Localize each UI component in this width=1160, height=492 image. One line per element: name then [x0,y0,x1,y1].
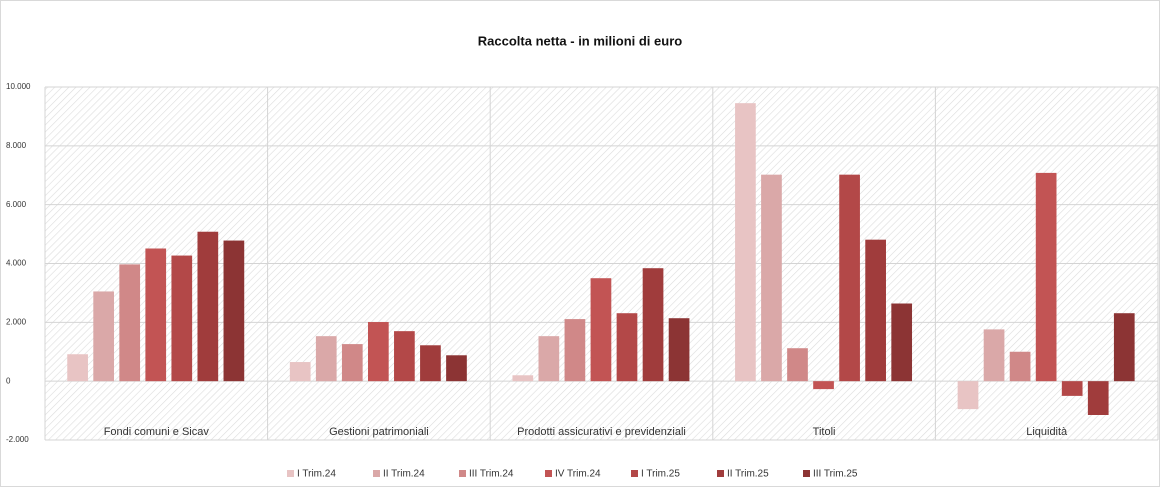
bar [891,303,913,382]
bar [341,344,363,382]
bar [171,255,193,382]
bar [839,174,860,382]
bar [446,355,467,382]
bar [394,331,415,382]
legend-label: I Trim.25 [641,469,680,480]
bar [616,313,638,382]
bar [813,381,834,390]
bar [538,336,560,382]
bar [1113,313,1135,382]
legend-label: III Trim.24 [469,469,514,480]
bar [367,322,389,382]
bar [787,348,808,382]
bar [983,329,1005,382]
bar [67,354,88,382]
bar [1035,172,1057,382]
bar [865,239,886,382]
bar [93,291,115,382]
bar [1061,381,1083,396]
legend-swatch [373,470,380,477]
bar [564,319,586,382]
x-tick-label: Prodotti assicurativi e previdenziali [517,426,686,438]
bar [315,336,337,382]
y-tick-label: 6.000 [6,200,27,209]
bar [1009,351,1031,382]
chart-title: Raccolta netta - in milioni di euro [478,33,682,48]
y-tick-label: 8.000 [6,141,27,150]
bar [223,240,245,382]
legend-swatch [803,470,810,477]
y-tick-label: 4.000 [6,259,27,268]
x-tick-label: Titoli [813,426,836,438]
legend-label: II Trim.25 [727,469,769,480]
legend-swatch [631,470,638,477]
bar [642,268,664,382]
bar [119,264,141,382]
y-tick-label: 10.000 [6,82,31,91]
bar [289,362,311,382]
x-tick-label: Gestioni patrimoniali [329,426,429,438]
y-tick-label: 0 [6,376,11,385]
bar [590,278,612,382]
y-tick-label: 2.000 [6,317,27,326]
bar [735,103,756,382]
x-tick-label: Liquidità [1026,426,1068,438]
legend-swatch [717,470,724,477]
legend-swatch [459,470,466,477]
bar [512,375,534,382]
legend-label: II Trim.24 [383,469,425,480]
bar [668,318,690,382]
legend-label: I Trim.24 [297,469,336,480]
bar [420,345,441,382]
legend-swatch [287,470,294,477]
legend-label: III Trim.25 [813,469,858,480]
bar [197,231,219,382]
legend-label: IV Trim.24 [555,469,601,480]
bar [761,174,782,382]
bar [957,381,979,410]
y-tick-label: -2.000 [6,435,29,444]
legend-swatch [545,470,552,477]
x-tick-label: Fondi comuni e Sicav [104,426,210,438]
bar [1087,381,1109,415]
bar [145,248,167,382]
